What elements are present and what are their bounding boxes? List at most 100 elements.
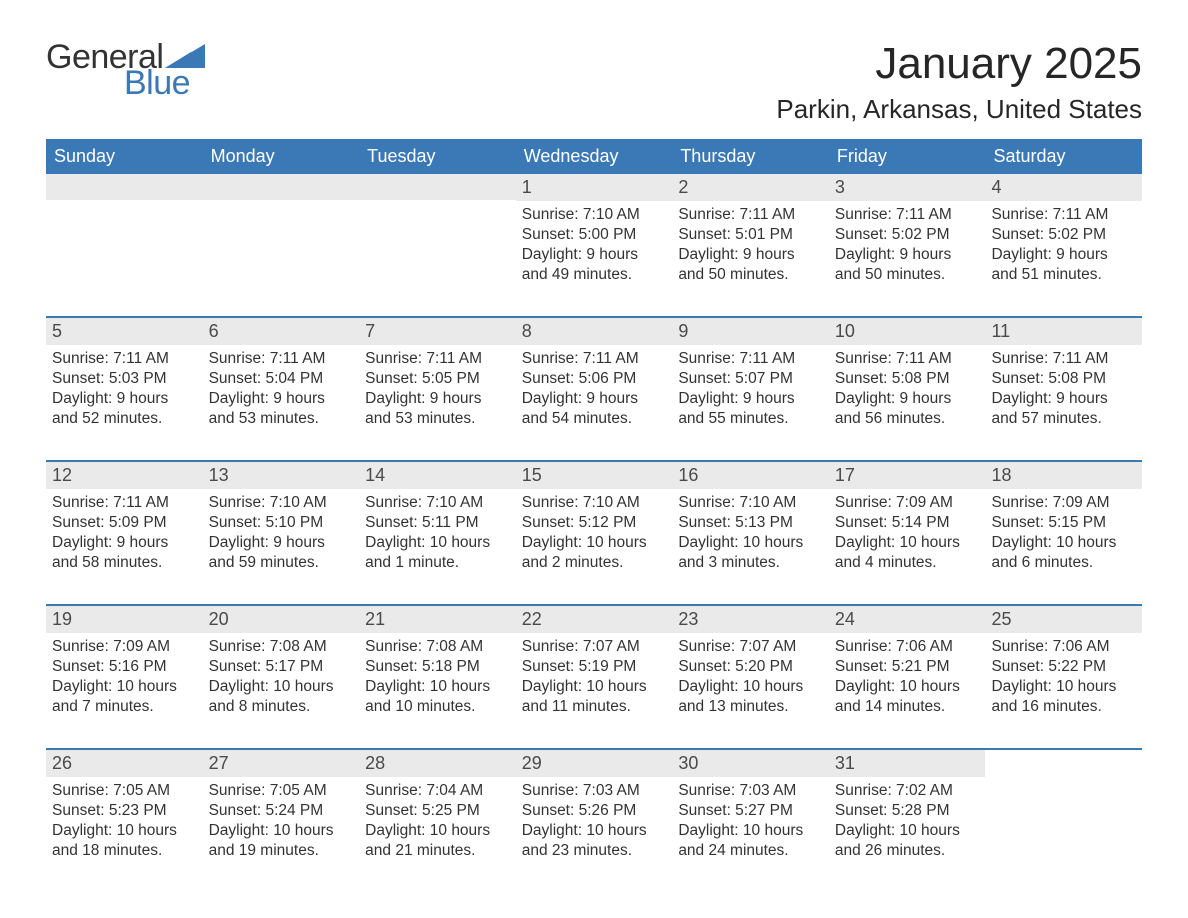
sunset-line: Sunset: 5:02 PM	[835, 225, 980, 245]
cell-body: Sunrise: 7:07 AMSunset: 5:20 PMDaylight:…	[678, 637, 823, 716]
calendar-cell	[46, 174, 203, 302]
day-number: 1	[516, 174, 673, 201]
cell-body: Sunrise: 7:04 AMSunset: 5:25 PMDaylight:…	[365, 781, 510, 860]
sunrise-line: Sunrise: 7:09 AM	[835, 493, 980, 513]
dl2-line: and 23 minutes.	[522, 841, 667, 861]
dl1-line: Daylight: 9 hours	[52, 389, 197, 409]
sunrise-line: Sunrise: 7:09 AM	[991, 493, 1136, 513]
sunrise-line: Sunrise: 7:08 AM	[209, 637, 354, 657]
dl2-line: and 53 minutes.	[365, 409, 510, 429]
sunset-line: Sunset: 5:10 PM	[209, 513, 354, 533]
calendar-cell: 25Sunrise: 7:06 AMSunset: 5:22 PMDayligh…	[985, 606, 1142, 734]
sunrise-line: Sunrise: 7:04 AM	[365, 781, 510, 801]
day-number: 13	[203, 462, 360, 489]
sunset-line: Sunset: 5:21 PM	[835, 657, 980, 677]
calendar-cell	[359, 174, 516, 302]
calendar-cell: 30Sunrise: 7:03 AMSunset: 5:27 PMDayligh…	[672, 750, 829, 878]
sunrise-line: Sunrise: 7:11 AM	[835, 205, 980, 225]
dl2-line: and 8 minutes.	[209, 697, 354, 717]
calendar-cell: 20Sunrise: 7:08 AMSunset: 5:17 PMDayligh…	[203, 606, 360, 734]
cell-body: Sunrise: 7:08 AMSunset: 5:18 PMDaylight:…	[365, 637, 510, 716]
calendar-cell: 9Sunrise: 7:11 AMSunset: 5:07 PMDaylight…	[672, 318, 829, 446]
cell-body: Sunrise: 7:05 AMSunset: 5:23 PMDaylight:…	[52, 781, 197, 860]
calendar-cell: 11Sunrise: 7:11 AMSunset: 5:08 PMDayligh…	[985, 318, 1142, 446]
sunset-line: Sunset: 5:26 PM	[522, 801, 667, 821]
sunrise-line: Sunrise: 7:10 AM	[209, 493, 354, 513]
sunset-line: Sunset: 5:07 PM	[678, 369, 823, 389]
cell-body: Sunrise: 7:11 AMSunset: 5:08 PMDaylight:…	[991, 349, 1136, 428]
sunset-line: Sunset: 5:27 PM	[678, 801, 823, 821]
calendar-cell: 16Sunrise: 7:10 AMSunset: 5:13 PMDayligh…	[672, 462, 829, 590]
dl1-line: Daylight: 10 hours	[678, 533, 823, 553]
sunset-line: Sunset: 5:00 PM	[522, 225, 667, 245]
dl2-line: and 52 minutes.	[52, 409, 197, 429]
cell-body: Sunrise: 7:02 AMSunset: 5:28 PMDaylight:…	[835, 781, 980, 860]
calendar-cell: 27Sunrise: 7:05 AMSunset: 5:24 PMDayligh…	[203, 750, 360, 878]
calendar-cell: 14 Sunrise: 7:10 AMSunset: 5:11 PMDayligh…	[359, 462, 516, 590]
day-header: Saturday	[985, 139, 1142, 174]
dl1-line: Daylight: 10 hours	[991, 533, 1136, 553]
calendar-cell	[985, 750, 1142, 878]
dl2-line: and 59 minutes.	[209, 553, 354, 573]
cell-body: Sunrise: 7:10 AMSunset: 5:11 PMDaylight:…	[365, 493, 510, 572]
calendar-cell: 24Sunrise: 7:06 AMSunset: 5:21 PMDayligh…	[829, 606, 986, 734]
cell-body: Sunrise: 7:05 AMSunset: 5:24 PMDaylight:…	[209, 781, 354, 860]
cell-body: Sunrise: 7:09 AMSunset: 5:14 PMDaylight:…	[835, 493, 980, 572]
sunrise-line: Sunrise: 7:09 AM	[52, 637, 197, 657]
cell-body: Sunrise: 7:11 AMSunset: 5:06 PMDaylight:…	[522, 349, 667, 428]
dl2-line: and 2 minutes.	[522, 553, 667, 573]
calendar-cell: 15Sunrise: 7:10 AMSunset: 5:12 PMDayligh…	[516, 462, 673, 590]
calendar-cell: 4Sunrise: 7:11 AMSunset: 5:02 PMDaylight…	[985, 174, 1142, 302]
dl2-line: and 57 minutes.	[991, 409, 1136, 429]
dl2-line: and 21 minutes.	[365, 841, 510, 861]
sunset-line: Sunset: 5:19 PM	[522, 657, 667, 677]
week-row: 5Sunrise: 7:11 AMSunset: 5:03 PMDaylight…	[46, 316, 1142, 446]
cell-body: Sunrise: 7:11 AMSunset: 5:07 PMDaylight:…	[678, 349, 823, 428]
sunset-line: Sunset: 5:02 PM	[991, 225, 1136, 245]
calendar-cell: 13Sunrise: 7:10 AMSunset: 5:10 PMDayligh…	[203, 462, 360, 590]
logo: General Blue	[46, 40, 205, 100]
cell-body: Sunrise: 7:10 AMSunset: 5:12 PMDaylight:…	[522, 493, 667, 572]
dl2-line: and 56 minutes.	[835, 409, 980, 429]
week-row: 26Sunrise: 7:05 AMSunset: 5:23 PMDayligh…	[46, 748, 1142, 878]
cell-body: Sunrise: 7:11 AMSunset: 5:02 PMDaylight:…	[991, 205, 1136, 284]
calendar-cell	[203, 174, 360, 302]
dl1-line: Daylight: 10 hours	[52, 821, 197, 841]
dl2-line: and 55 minutes.	[678, 409, 823, 429]
sunset-line: Sunset: 5:24 PM	[209, 801, 354, 821]
cell-body: Sunrise: 7:09 AMSunset: 5:16 PMDaylight:…	[52, 637, 197, 716]
calendar-grid: SundayMondayTuesdayWednesdayThursdayFrid…	[46, 139, 1142, 878]
dl2-line: and 50 minutes.	[678, 265, 823, 285]
sunrise-line: Sunrise: 7:06 AM	[991, 637, 1136, 657]
dl2-line: and 10 minutes.	[365, 697, 510, 717]
sunset-line: Sunset: 5:09 PM	[52, 513, 197, 533]
dl2-line: and 49 minutes.	[522, 265, 667, 285]
dl2-line: and 58 minutes.	[52, 553, 197, 573]
dl1-line: Daylight: 9 hours	[209, 389, 354, 409]
day-number: 16	[672, 462, 829, 489]
dl1-line: Daylight: 10 hours	[522, 677, 667, 697]
dl2-line: and 26 minutes.	[835, 841, 980, 861]
dl1-line: Daylight: 10 hours	[835, 533, 980, 553]
day-number: 31	[829, 750, 986, 777]
sunrise-line: Sunrise: 7:05 AM	[209, 781, 354, 801]
sunrise-line: Sunrise: 7:07 AM	[522, 637, 667, 657]
day-number: 20	[203, 606, 360, 633]
sunset-line: Sunset: 5:20 PM	[678, 657, 823, 677]
day-number: 24	[829, 606, 986, 633]
sunrise-line: Sunrise: 7:06 AM	[835, 637, 980, 657]
empty-day-bar	[203, 174, 360, 200]
dl2-line: and 4 minutes.	[835, 553, 980, 573]
dl1-line: Daylight: 9 hours	[835, 245, 980, 265]
calendar-cell: 19 Sunrise: 7:09 AMSunset: 5:16 PMDayligh…	[46, 606, 203, 734]
sunrise-line: Sunrise: 7:10 AM	[522, 493, 667, 513]
dl2-line: and 11 minutes.	[522, 697, 667, 717]
calendar-cell: 5Sunrise: 7:11 AMSunset: 5:03 PMDaylight…	[46, 318, 203, 446]
day-number: 14	[359, 462, 516, 489]
dl1-line: Daylight: 9 hours	[52, 533, 197, 553]
day-number: 19	[46, 606, 203, 633]
calendar-cell: 6Sunrise: 7:11 AMSunset: 5:04 PMDaylight…	[203, 318, 360, 446]
calendar-cell: 2Sunrise: 7:11 AMSunset: 5:01 PMDaylight…	[672, 174, 829, 302]
title-block: January 2025 Parkin, Arkansas, United St…	[776, 40, 1142, 125]
cell-body: Sunrise: 7:11 AMSunset: 5:02 PMDaylight:…	[835, 205, 980, 284]
